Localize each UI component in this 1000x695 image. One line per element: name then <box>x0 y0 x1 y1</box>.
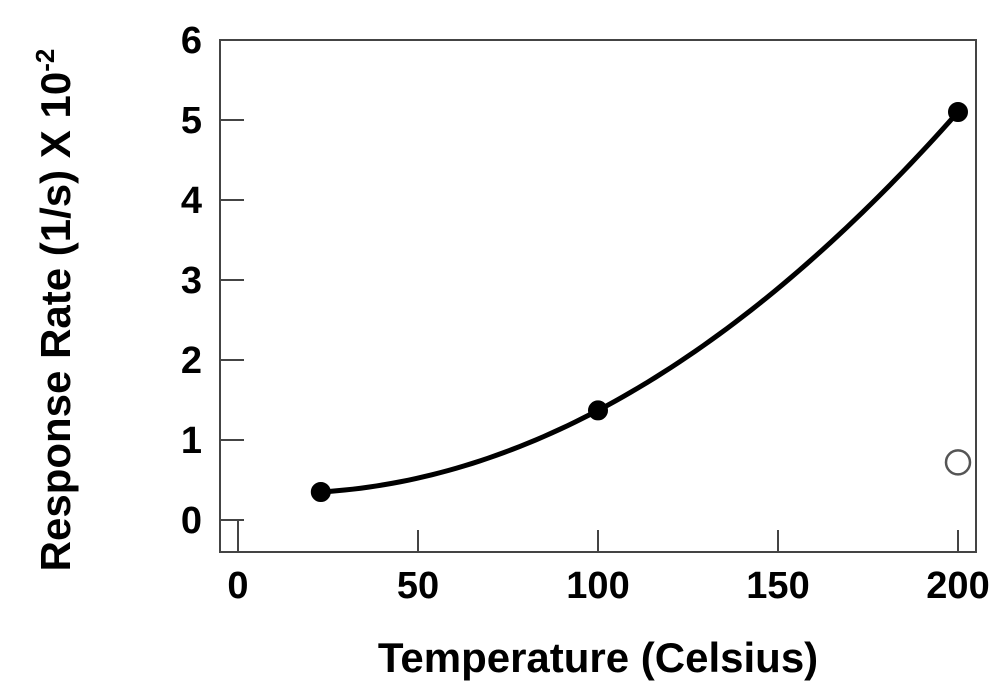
y-tick-label: 5 <box>181 100 202 142</box>
axes-group <box>219 39 977 553</box>
x-axis-label: Temperature (Celsius) <box>378 634 818 681</box>
data-point-open <box>944 449 972 476</box>
y-tick-label: 4 <box>181 180 202 222</box>
data-point <box>310 482 331 502</box>
points-group <box>310 102 972 502</box>
y-tick-label: 2 <box>181 340 202 382</box>
plot-frame <box>219 39 977 553</box>
curves-group <box>318 109 961 495</box>
x-tick-label: 200 <box>926 565 989 607</box>
y-tick-label: 6 <box>181 20 202 62</box>
x-tick-label: 100 <box>566 565 629 607</box>
y-tick-label: 0 <box>181 500 202 542</box>
y-tick-label: 3 <box>181 260 202 302</box>
origin-marker <box>220 519 239 552</box>
x-tick-label: 0 <box>227 565 248 607</box>
y-tick-label: 1 <box>181 420 202 462</box>
y-axis-label: Response Rate (1/s) X 10-2 <box>30 49 79 572</box>
y-axis-label-text: Response Rate (1/s) X 10 <box>32 72 79 572</box>
y-axis-label-exponent: -2 <box>30 49 60 72</box>
fit-curve <box>318 109 961 495</box>
ticks-group: 0 50 100 150 200 0 1 2 3 4 5 6 <box>181 20 990 607</box>
x-tick-label: 150 <box>746 565 809 607</box>
x-tick-label: 50 <box>397 565 439 607</box>
data-point <box>588 400 608 421</box>
data-point <box>948 102 968 122</box>
